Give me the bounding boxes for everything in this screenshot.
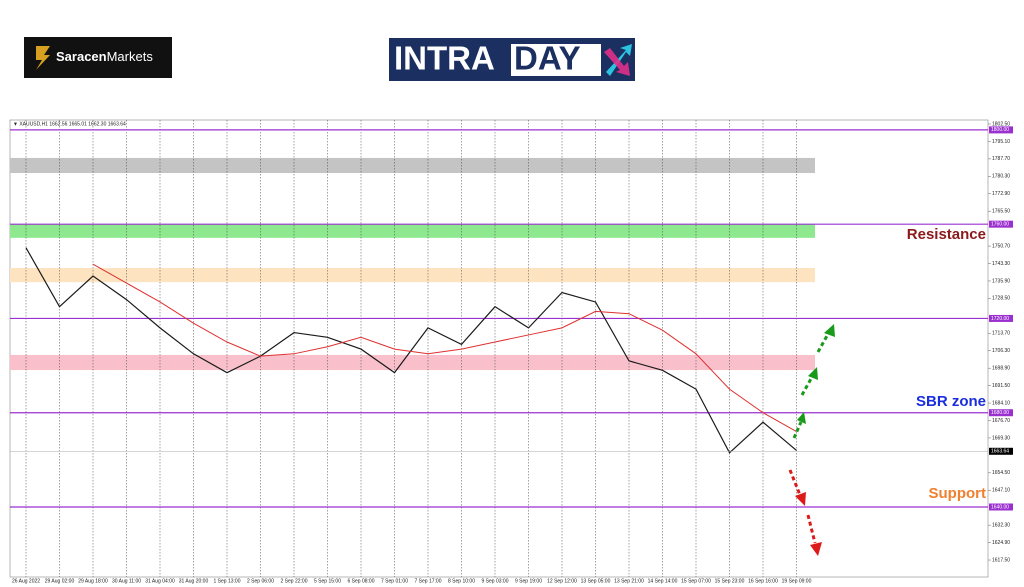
x-tick-label: 7 Sep 17:00 [415, 578, 442, 584]
x-tick-label: 2 Sep 06:00 [247, 578, 274, 584]
x-tick-label: 12 Sep 12:00 [547, 578, 577, 584]
x-tick-label: 2 Sep 22:00 [281, 578, 308, 584]
y-tick-label: 1647.10 [992, 488, 1010, 494]
x-tick-label: 1 Sep 13:00 [214, 578, 241, 584]
intraday-left: INTRA [394, 40, 495, 77]
saracen-logo: SaracenMarkets [24, 37, 172, 78]
y-tick-label: 1750.70 [992, 243, 1010, 249]
arrow-down-icon [604, 48, 630, 76]
current-price-box [989, 447, 1013, 455]
x-tick-label: 16 Sep 16:00 [748, 578, 778, 584]
level-label: 1800.00 [991, 127, 1009, 133]
red-arrow [788, 469, 802, 496]
x-tick-label: 5 Sep 15:00 [314, 578, 341, 584]
price-line [25, 247, 797, 454]
logo-text: SaracenMarkets [56, 49, 153, 64]
intraday-logo: INTRA DAY [389, 38, 635, 81]
x-tick-label: 6 Sep 08:00 [348, 578, 375, 584]
y-tick-label: 1795.10 [992, 139, 1010, 145]
x-tick-label: 30 Aug 11:00 [112, 578, 141, 584]
zone [10, 224, 815, 238]
level-label: 1720.00 [991, 316, 1009, 322]
level-label: 1760.00 [991, 222, 1009, 228]
plot-frame [9, 119, 989, 578]
level-label: 1640.00 [991, 504, 1009, 510]
logo-regular: Markets [107, 49, 154, 64]
green-arrow [816, 333, 830, 353]
x-tick-label: 9 Sep 19:00 [515, 578, 542, 584]
y-tick-label: 1669.30 [992, 435, 1010, 441]
x-tick-label: 15 Sep 07:00 [681, 578, 711, 584]
y-tick-label: 1676.70 [992, 418, 1010, 424]
y-tick-label: 1684.10 [992, 400, 1010, 406]
intraday-day-box [511, 44, 601, 76]
green-arrow [792, 421, 803, 439]
x-tick-label: 7 Sep 01:00 [381, 578, 408, 584]
y-tick-label: 1691.50 [992, 383, 1010, 389]
annotation: SBR zone [916, 393, 986, 410]
level-label-box [989, 409, 1013, 417]
red-arrowhead [795, 492, 806, 506]
y-tick-label: 1654.50 [992, 470, 1010, 476]
y-tick-label: 1713.70 [992, 331, 1010, 337]
green-arrowhead [824, 324, 835, 337]
x-tick-label: 15 Sep 23:00 [715, 578, 745, 584]
y-tick-label: 1632.30 [992, 522, 1010, 528]
green-arrow [800, 376, 814, 396]
current-price-label: 1663.64 [991, 449, 1009, 455]
y-tick-label: 1706.30 [992, 348, 1010, 354]
y-tick-label: 1698.90 [992, 366, 1010, 372]
y-tick-label: 1743.30 [992, 261, 1010, 267]
x-tick-label: 26 Aug 2022 [12, 578, 40, 584]
red-arrowhead [810, 542, 822, 556]
level-label: 1680.00 [991, 410, 1009, 416]
level-label-box [989, 126, 1013, 134]
level-label-box [989, 503, 1013, 511]
green-arrowhead [808, 367, 818, 380]
y-tick-label: 1780.30 [992, 174, 1010, 180]
logo-box [24, 37, 172, 78]
green-arrowhead [797, 412, 806, 424]
intraday-right: DAY [514, 40, 581, 77]
x-tick-label: 29 Aug 18:00 [78, 578, 108, 584]
x-tick-label: 31 Aug 04:00 [145, 578, 175, 584]
zone [10, 157, 815, 174]
y-tick-label: 1787.70 [992, 156, 1010, 162]
y-tick-label: 1624.90 [992, 540, 1010, 546]
arrows [788, 324, 835, 556]
level-label-box [989, 314, 1013, 322]
y-tick-label: 1735.90 [992, 278, 1010, 284]
annotation: Support [929, 485, 987, 502]
logo-bold: Saracen [56, 49, 107, 64]
y-tick-label: 1765.50 [992, 209, 1010, 215]
x-tick-label: 19 Sep 09:00 [782, 578, 812, 584]
zone [10, 354, 815, 371]
symbol-header: ▼ XAUUSD,H1 1662.56 1665.01 1662.30 1663… [13, 121, 126, 127]
y-tick-label: 1802.50 [992, 121, 1010, 127]
y-tick-label: 1617.50 [992, 557, 1010, 563]
x-tick-label: 13 Sep 05:00 [581, 578, 611, 584]
annotation: Resistance [907, 226, 986, 243]
y-tick-label: 1728.50 [992, 296, 1010, 302]
level-label-box [989, 220, 1013, 228]
red-arrow [806, 514, 817, 544]
zone [10, 268, 815, 283]
x-tick-label: 13 Sep 21:00 [614, 578, 644, 584]
x-tick-label: 9 Sep 03:00 [482, 578, 509, 584]
y-tick-label: 1772.90 [992, 191, 1010, 197]
plot: 26 Aug 2022 29 Aug 02:00 29 Aug 18:00 30 Au… [10, 120, 1013, 584]
x-tick-label: 29 Aug 02:00 [45, 578, 75, 584]
x-tick-label: 8 Sep 10:00 [448, 578, 475, 584]
logo-icon [36, 46, 50, 70]
x-tick-label: 14 Sep 14:00 [648, 578, 678, 584]
price-line [92, 263, 797, 433]
x-tick-label: 31 Aug 20:00 [179, 578, 209, 584]
